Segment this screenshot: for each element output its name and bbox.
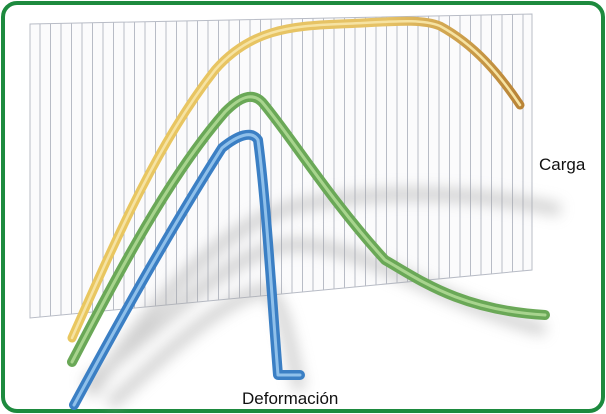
load-curves [67,16,550,410]
deformation-label: Deformación [242,389,338,408]
load-label: Carga [539,155,586,174]
